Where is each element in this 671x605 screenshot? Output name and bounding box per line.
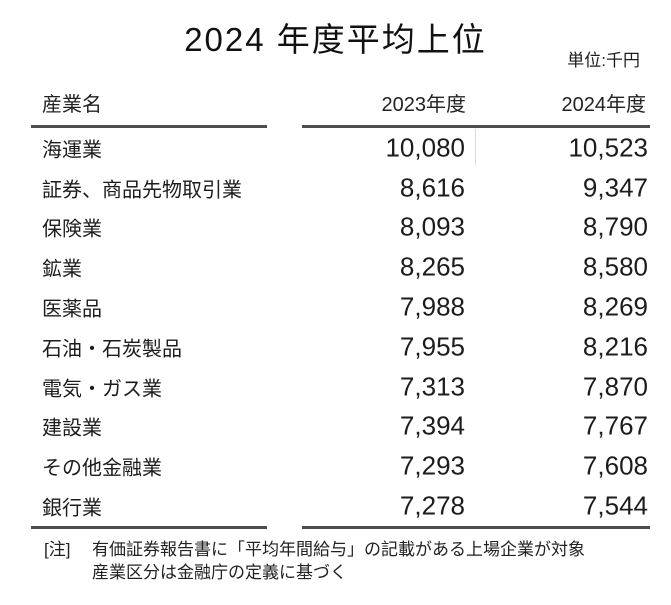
- footer-rule-left-segment: [31, 526, 267, 529]
- industry-name: 電気・ガス業: [42, 378, 162, 401]
- industry-name: その他金融業: [42, 457, 162, 480]
- fy2023-value: 8,093: [399, 211, 465, 242]
- fy2023-value: 8,265: [399, 251, 465, 282]
- industry-name: 銀行業: [42, 497, 102, 520]
- footer-separator-rule: [31, 526, 650, 529]
- industry-name: 医薬品: [42, 298, 102, 321]
- page-title: 2024 年度平均上位: [184, 21, 487, 58]
- industry-name: 海運業: [42, 139, 102, 162]
- table-row: 石油・石炭製品 7,955 8,216: [31, 327, 650, 367]
- footer-rule-right-segment: [302, 526, 650, 529]
- table-row: 保険業 8,093 8,790: [31, 208, 650, 248]
- table-row: 証券、商品先物取引業 8,616 9,347: [31, 168, 650, 208]
- table-row: 海運業 10,080 10,523: [31, 128, 650, 168]
- fy2023-value: 7,278: [399, 490, 465, 521]
- header-separator-rule: [31, 125, 650, 128]
- fy2023-value: 8,616: [399, 172, 465, 203]
- fy2024-value: 10,523: [568, 132, 648, 163]
- fy2023-value: 7,313: [399, 371, 465, 402]
- fy2024-value: 7,608: [582, 450, 648, 481]
- table-row: 鉱業 8,265 8,580: [31, 247, 650, 287]
- fy2024-value: 7,544: [582, 490, 648, 521]
- fy2024-value: 8,580: [582, 251, 648, 282]
- table-row: 医薬品 7,988 8,269: [31, 287, 650, 327]
- footnote-line1: 有価証券報告書に「平均年間給与」の記載がある上場企業が対象: [92, 540, 585, 559]
- fy2024-value: 8,790: [582, 211, 648, 242]
- fy2024-value: 8,216: [582, 331, 648, 362]
- table-row: 建設業 7,394 7,767: [31, 407, 650, 447]
- industry-name: 証券、商品先物取引業: [42, 179, 242, 202]
- industry-name: 石油・石炭製品: [42, 338, 182, 361]
- industry-name: 建設業: [42, 417, 102, 440]
- fy2023-value: 10,080: [385, 132, 465, 163]
- header-rule-left-segment: [31, 125, 267, 128]
- header-fy2023: 2023年度: [381, 94, 467, 116]
- header-industry-name: 産業名: [42, 94, 102, 116]
- fy2024-value: 7,870: [582, 371, 648, 402]
- table-header-row: 産業名 2023年度 2024年度: [31, 88, 650, 116]
- header-rule-right-segment: [302, 125, 650, 128]
- fy2023-value: 7,988: [399, 291, 465, 322]
- fy2023-value: 7,293: [399, 450, 465, 481]
- footnote-line2: 産業区分は金融庁の定義に基づく: [92, 563, 347, 582]
- header-fy2024: 2024年度: [561, 94, 647, 116]
- unit-label: 単位:千円: [567, 51, 640, 70]
- fy2023-value: 7,394: [399, 410, 465, 441]
- fy2024-value: 7,767: [582, 410, 648, 441]
- industry-name: 鉱業: [42, 258, 82, 281]
- table-row: 銀行業 7,278 7,544: [31, 486, 650, 526]
- fy2024-value: 8,269: [582, 291, 648, 322]
- industry-name: 保険業: [42, 218, 102, 241]
- table-body: 海運業 10,080 10,523 証券、商品先物取引業 8,616 9,347…: [31, 128, 650, 526]
- table-row: その他金融業 7,293 7,608: [31, 446, 650, 486]
- table-row: 電気・ガス業 7,313 7,870: [31, 367, 650, 407]
- fy2023-value: 7,955: [399, 331, 465, 362]
- column-divider-line: [475, 129, 476, 165]
- fy2024-value: 9,347: [582, 172, 648, 203]
- footnote-tag: [注]: [44, 540, 71, 559]
